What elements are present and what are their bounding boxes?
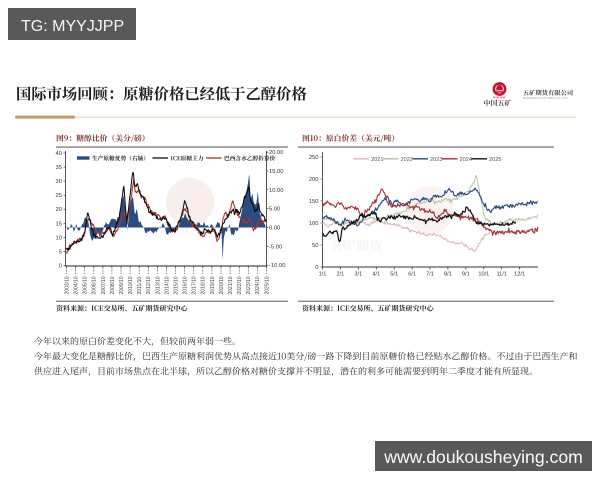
svg-text:2015/10: 2015/10 <box>174 276 180 294</box>
svg-text:20.00: 20.00 <box>269 150 284 156</box>
svg-text:2025/10: 2025/10 <box>264 276 270 294</box>
svg-text:0: 0 <box>59 264 62 270</box>
svg-text:2/1: 2/1 <box>337 272 345 278</box>
svg-text:MINMETALS FUTURES CO.,LTD: MINMETALS FUTURES CO.,LTD <box>523 96 569 100</box>
svg-text:2016/10: 2016/10 <box>183 276 189 294</box>
svg-text:10/1: 10/1 <box>478 272 489 278</box>
svg-text:2006/10: 2006/10 <box>92 276 98 294</box>
svg-text:5/1: 5/1 <box>390 272 398 278</box>
svg-text:2025: 2025 <box>489 157 501 163</box>
svg-text:100: 100 <box>309 221 319 227</box>
svg-text:2007/10: 2007/10 <box>101 276 107 294</box>
svg-text:9/1: 9/1 <box>462 272 470 278</box>
svg-text:150: 150 <box>309 199 319 205</box>
svg-text:3/1: 3/1 <box>354 272 362 278</box>
svg-text:2014/10: 2014/10 <box>164 276 170 294</box>
svg-text:15.00: 15.00 <box>269 169 284 175</box>
svg-text:2013/10: 2013/10 <box>155 276 161 294</box>
svg-text:10: 10 <box>56 235 62 241</box>
svg-text:12/1: 12/1 <box>514 272 525 278</box>
svg-text:2022/10: 2022/10 <box>237 276 243 294</box>
svg-text:2023/10: 2023/10 <box>246 276 252 294</box>
svg-text:8/1: 8/1 <box>444 272 452 278</box>
svg-text:2008/10: 2008/10 <box>110 276 116 294</box>
svg-text:30: 30 <box>56 179 62 185</box>
svg-text:2021/10: 2021/10 <box>228 276 234 294</box>
svg-text:5: 5 <box>59 249 62 255</box>
svg-text:7/1: 7/1 <box>426 272 434 278</box>
svg-text:2005/10: 2005/10 <box>83 276 89 294</box>
svg-text:2024/10: 2024/10 <box>255 276 261 294</box>
svg-text:250: 250 <box>309 155 319 161</box>
svg-text:www.doukousheying.com: www.doukousheying.com <box>383 447 583 467</box>
svg-text:40: 40 <box>56 151 62 157</box>
svg-text:TG: MYYJJPP: TG: MYYJJPP <box>21 18 124 35</box>
svg-text:2018/10: 2018/10 <box>201 276 207 294</box>
svg-text:2023: 2023 <box>430 157 442 163</box>
svg-text:2017/10: 2017/10 <box>192 276 198 294</box>
svg-text:2021: 2021 <box>371 157 383 163</box>
svg-text:6/1: 6/1 <box>408 272 416 278</box>
svg-text:-10.00: -10.00 <box>269 263 285 269</box>
svg-text:1/1: 1/1 <box>319 272 327 278</box>
svg-text:15: 15 <box>56 221 62 227</box>
svg-text:25: 25 <box>56 193 62 199</box>
svg-text:2011/10: 2011/10 <box>137 277 143 295</box>
svg-text:2003/10: 2003/10 <box>64 276 70 294</box>
svg-text:2009/10: 2009/10 <box>119 276 125 294</box>
svg-text:2019/10: 2019/10 <box>210 276 216 294</box>
svg-text:20: 20 <box>56 207 62 213</box>
svg-text:5.00: 5.00 <box>269 207 280 213</box>
svg-text:0: 0 <box>315 265 318 271</box>
svg-text:2010/10: 2010/10 <box>128 276 134 294</box>
svg-text:50: 50 <box>312 243 318 249</box>
svg-text:2024: 2024 <box>460 157 472 163</box>
svg-text:11/1: 11/1 <box>496 272 506 278</box>
svg-text:2004/10: 2004/10 <box>74 276 80 294</box>
svg-text:2012/10: 2012/10 <box>146 276 152 294</box>
svg-text:10.00: 10.00 <box>269 188 284 194</box>
svg-text:2022: 2022 <box>401 157 413 163</box>
svg-text:35: 35 <box>56 165 62 171</box>
svg-text:2020/10: 2020/10 <box>219 276 225 294</box>
svg-text:200: 200 <box>309 177 319 183</box>
svg-text:0.00: 0.00 <box>269 226 280 232</box>
svg-text:4/1: 4/1 <box>372 272 380 278</box>
svg-text:-5.00: -5.00 <box>269 244 282 250</box>
